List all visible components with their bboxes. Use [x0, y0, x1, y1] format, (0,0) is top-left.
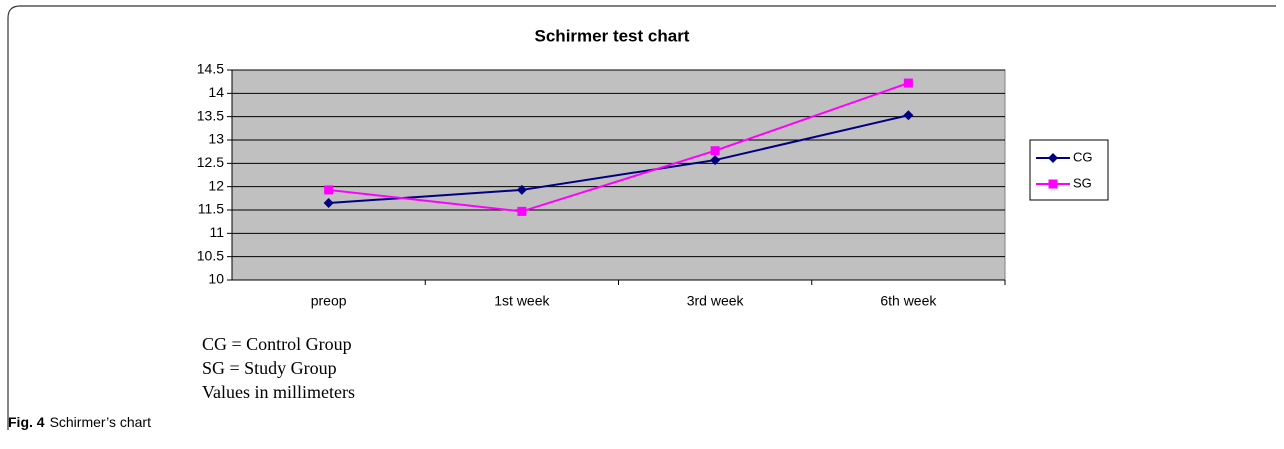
- x-tick-label: 3rd week: [687, 293, 745, 309]
- x-tick-label: 6th week: [880, 293, 937, 309]
- note: CG = Control Group: [202, 334, 352, 354]
- caption-label: Fig. 4: [8, 414, 45, 430]
- legend-marker: [1048, 179, 1058, 189]
- data-point: [710, 155, 721, 166]
- data-point: [517, 206, 527, 216]
- y-tick-label: 13: [208, 131, 224, 147]
- note: SG = Study Group: [202, 358, 337, 378]
- legend-label: CG: [1073, 149, 1093, 164]
- y-tick-label: 12: [208, 177, 224, 193]
- data-point: [324, 185, 334, 195]
- y-tick-label: 14: [208, 84, 224, 100]
- y-tick-label: 11.5: [198, 201, 224, 217]
- x-tick-label: 1st week: [494, 293, 550, 309]
- data-point: [710, 146, 720, 156]
- y-tick-label: 13.5: [197, 107, 224, 123]
- data-point: [903, 110, 914, 121]
- legend-marker: [1048, 153, 1058, 163]
- series-line: [328, 82, 909, 213]
- x-tick-label: preop: [311, 293, 347, 309]
- y-tick-label: 14.5: [197, 61, 224, 77]
- y-tick-label: 10: [208, 271, 224, 287]
- y-tick-label: 10.5: [197, 247, 224, 263]
- data-point: [323, 198, 334, 208]
- caption: Fig. 4 Schirmer’s chart: [8, 414, 151, 430]
- data-point: [903, 78, 913, 88]
- caption-text: Schirmer’s chart: [50, 414, 152, 430]
- legend-label: SG: [1073, 175, 1092, 190]
- series-line: [328, 114, 909, 204]
- y-tick-label: 11: [209, 224, 224, 240]
- legend-box: [1029, 139, 1109, 201]
- data-point: [516, 184, 527, 195]
- chart-title: Schirmer test chart: [535, 26, 690, 45]
- figure-border: [7, 5, 1276, 430]
- y-tick-label: 12.5: [197, 154, 224, 170]
- note: Values in millimeters: [202, 382, 355, 402]
